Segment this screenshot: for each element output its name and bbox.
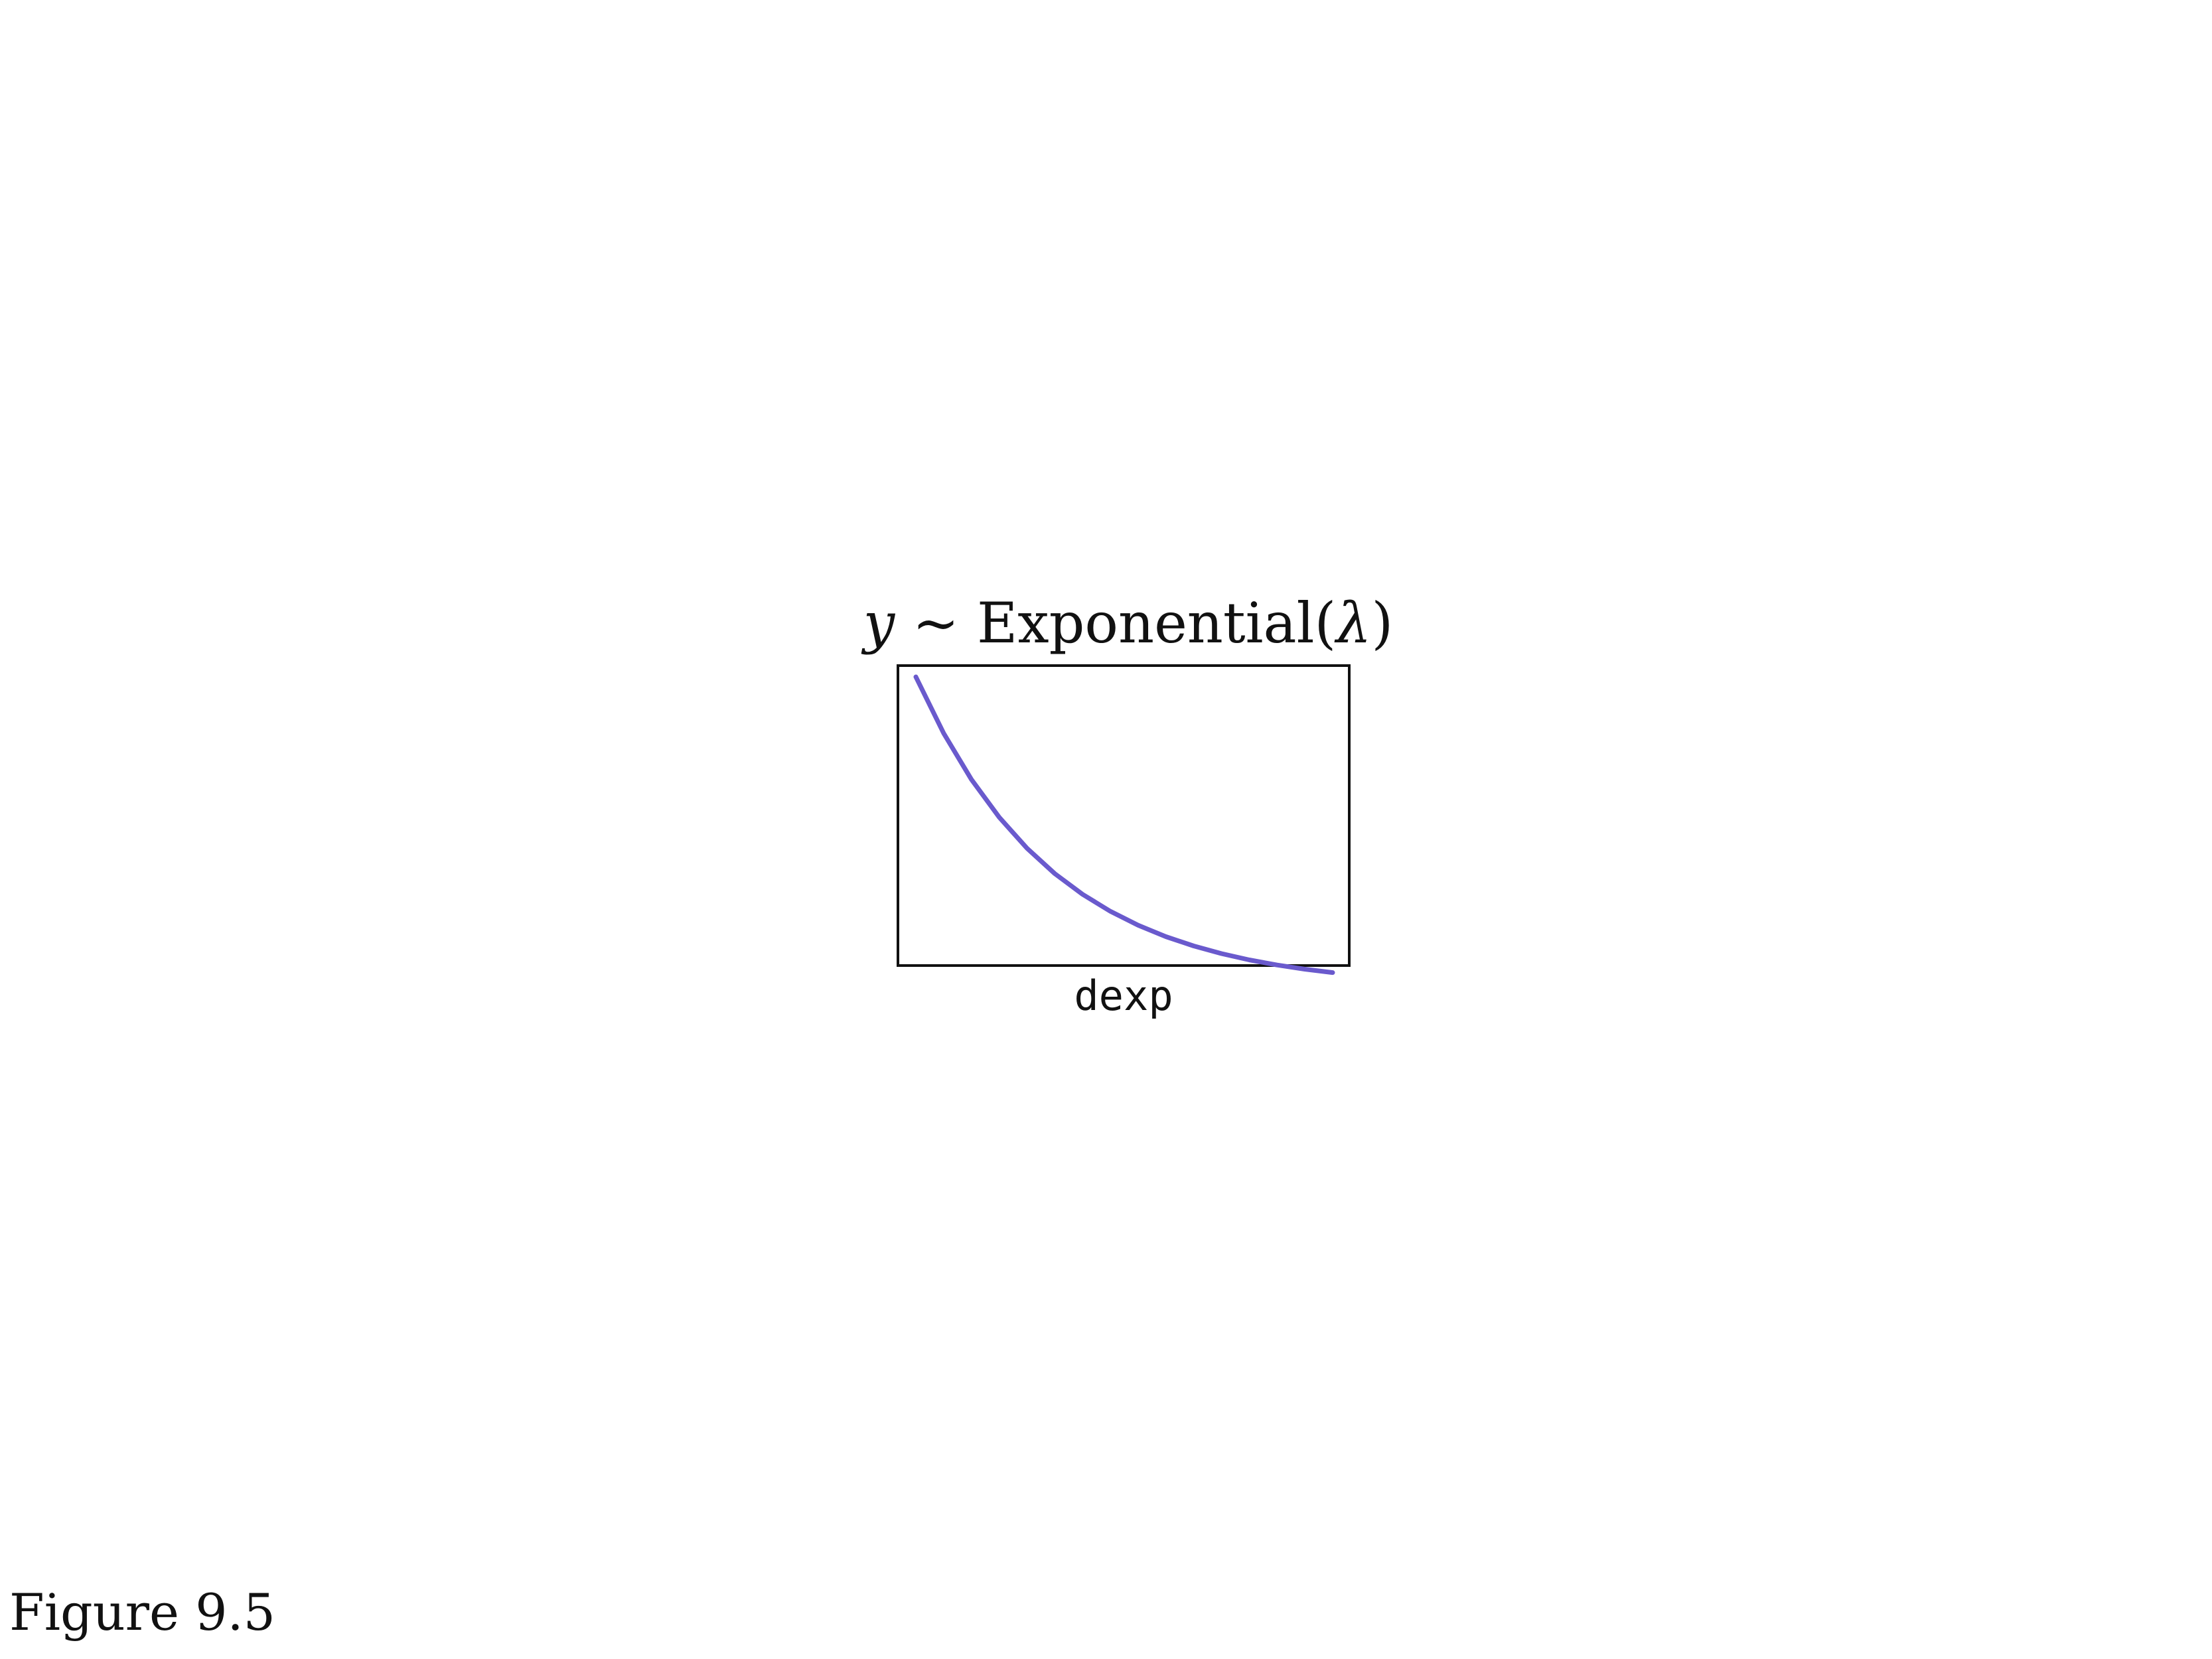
- figure-caption: Figure 9.5: [9, 1583, 275, 1642]
- title-rate-parameter: λ: [1334, 591, 1371, 656]
- title-distribution: ~ Exponential(: [895, 591, 1336, 656]
- x-axis-label: dexp: [1074, 972, 1173, 1020]
- title-close-paren: ): [1372, 591, 1394, 656]
- series-layer: [913, 674, 1335, 975]
- chart-title: y ~ Exponential(λ): [861, 591, 1394, 656]
- plot-frame: [897, 664, 1351, 967]
- series-line-0: [913, 674, 1335, 975]
- title-variable: y: [861, 591, 896, 656]
